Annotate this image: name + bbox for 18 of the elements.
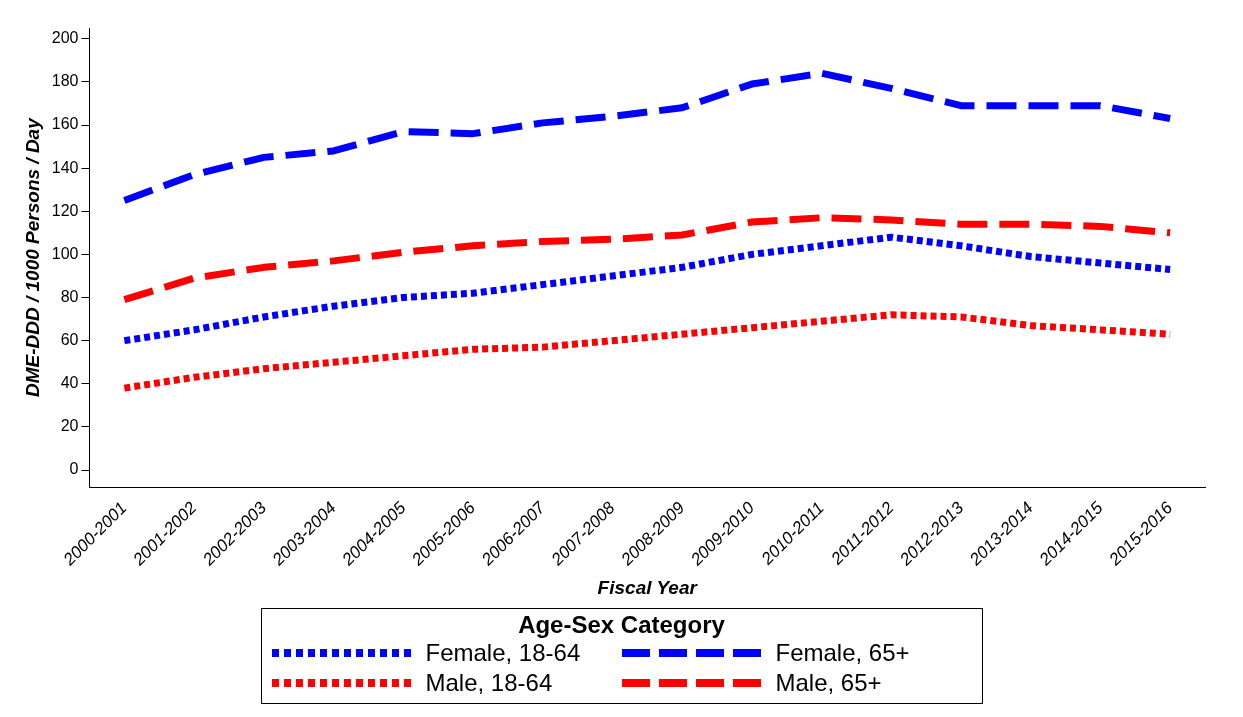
y-tick-label: 120 [51,201,79,219]
legend-label: Male, 18-64 [425,669,553,697]
legend-label: Male, 65+ [775,669,882,697]
y-tick-label: 60 [60,331,79,349]
y-tick-label: 160 [51,115,79,133]
legend-label: Female, 18-64 [425,639,581,667]
y-tick-label: 200 [51,29,79,47]
y-axis-title: DME-DDD / 1000 Persons / Day [21,116,43,398]
legend-label: Female, 65+ [775,639,910,667]
y-tick-label: 40 [60,374,79,392]
y-tick-label: 20 [60,417,79,435]
legend-title: Age-Sex Category [517,611,726,639]
y-tick-label: 140 [51,158,79,176]
y-tick-label: 100 [51,244,79,262]
y-tick-label: 0 [69,460,79,478]
x-axis-title: Fiscal Year [597,576,699,598]
y-tick-label: 80 [60,287,79,305]
y-tick-label: 180 [51,72,79,90]
